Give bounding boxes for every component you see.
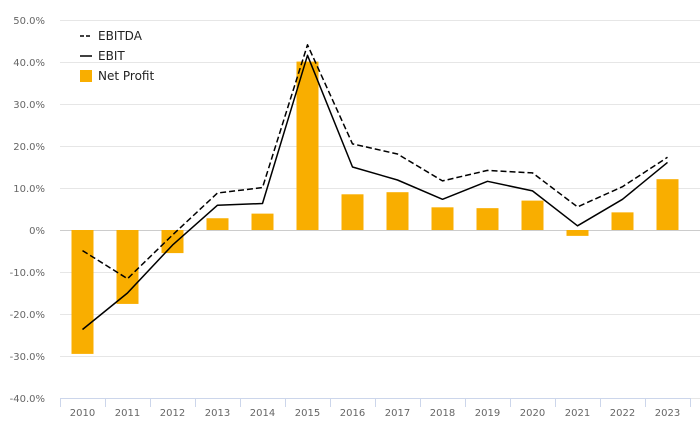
x-axis: 2010 2011 2012 2013 2014 2015 2016 2017 2018 2019… <box>60 398 691 419</box>
x-tick-label: 2011 <box>115 408 140 419</box>
net-profit-bar-2020 <box>521 200 544 230</box>
x-tick-label: 2017 <box>385 408 410 419</box>
legend-label-net-profit: Net Profit <box>98 69 154 83</box>
y-tick-label: 20.0% <box>13 142 45 153</box>
net-profit-bars <box>71 61 679 354</box>
net-profit-bar-2015 <box>296 61 319 230</box>
legend: EBITDA EBIT Net Profit <box>80 29 154 83</box>
net-profit-bar-2021 <box>566 230 589 236</box>
net-profit-bar-2018 <box>431 207 454 230</box>
y-tick-label: 10.0% <box>13 184 45 195</box>
x-tick-label: 2012 <box>160 408 185 419</box>
x-tick-label: 2015 <box>295 408 320 419</box>
legend-swatch-net-profit <box>80 70 92 82</box>
ebit-line <box>82 54 668 331</box>
net-profit-bar-2016 <box>341 194 364 230</box>
legend-label-ebit: EBIT <box>98 49 125 63</box>
y-tick-label: 30.0% <box>13 100 45 111</box>
y-tick-label: -40.0% <box>10 394 45 405</box>
net-profit-bar-2017 <box>386 192 409 230</box>
grid-lines <box>60 20 700 399</box>
x-tick-label: 2023 <box>655 408 680 419</box>
x-tick-label: 2013 <box>205 408 230 419</box>
y-tick-label: 50.0% <box>13 16 45 27</box>
net-profit-bar-2013 <box>206 218 229 230</box>
net-profit-bar-2010 <box>71 230 94 354</box>
legend-label-ebitda: EBITDA <box>98 29 143 43</box>
net-profit-bar-2022 <box>611 212 634 230</box>
net-profit-bar-2019 <box>476 208 499 230</box>
y-tick-label: -10.0% <box>10 268 45 279</box>
net-profit-bar-2011 <box>116 230 139 304</box>
line-series <box>82 44 668 331</box>
y-tick-label: -30.0% <box>10 352 45 363</box>
x-tick-label: 2014 <box>250 408 275 419</box>
net-profit-bar-2014 <box>251 213 274 230</box>
x-tick-label: 2019 <box>475 408 500 419</box>
y-tick-label: 40.0% <box>13 58 45 69</box>
x-tick-label: 2018 <box>430 408 455 419</box>
y-tick-label: 0% <box>29 226 45 237</box>
ebitda-line <box>82 44 668 280</box>
y-axis-tick-labels: -40.0% -30.0% -20.0% -10.0% 0% 10.0% 20.0% 30.0… <box>10 16 45 405</box>
net-profit-bar-2012 <box>161 230 184 254</box>
x-tick-label: 2022 <box>610 408 635 419</box>
x-tick-label: 2016 <box>340 408 365 419</box>
net-profit-bar-2023 <box>656 179 679 230</box>
x-tick-label: 2010 <box>70 408 95 419</box>
x-tick-label: 2021 <box>565 408 590 419</box>
y-tick-label: -20.0% <box>10 310 45 321</box>
x-tick-label: 2020 <box>520 408 545 419</box>
